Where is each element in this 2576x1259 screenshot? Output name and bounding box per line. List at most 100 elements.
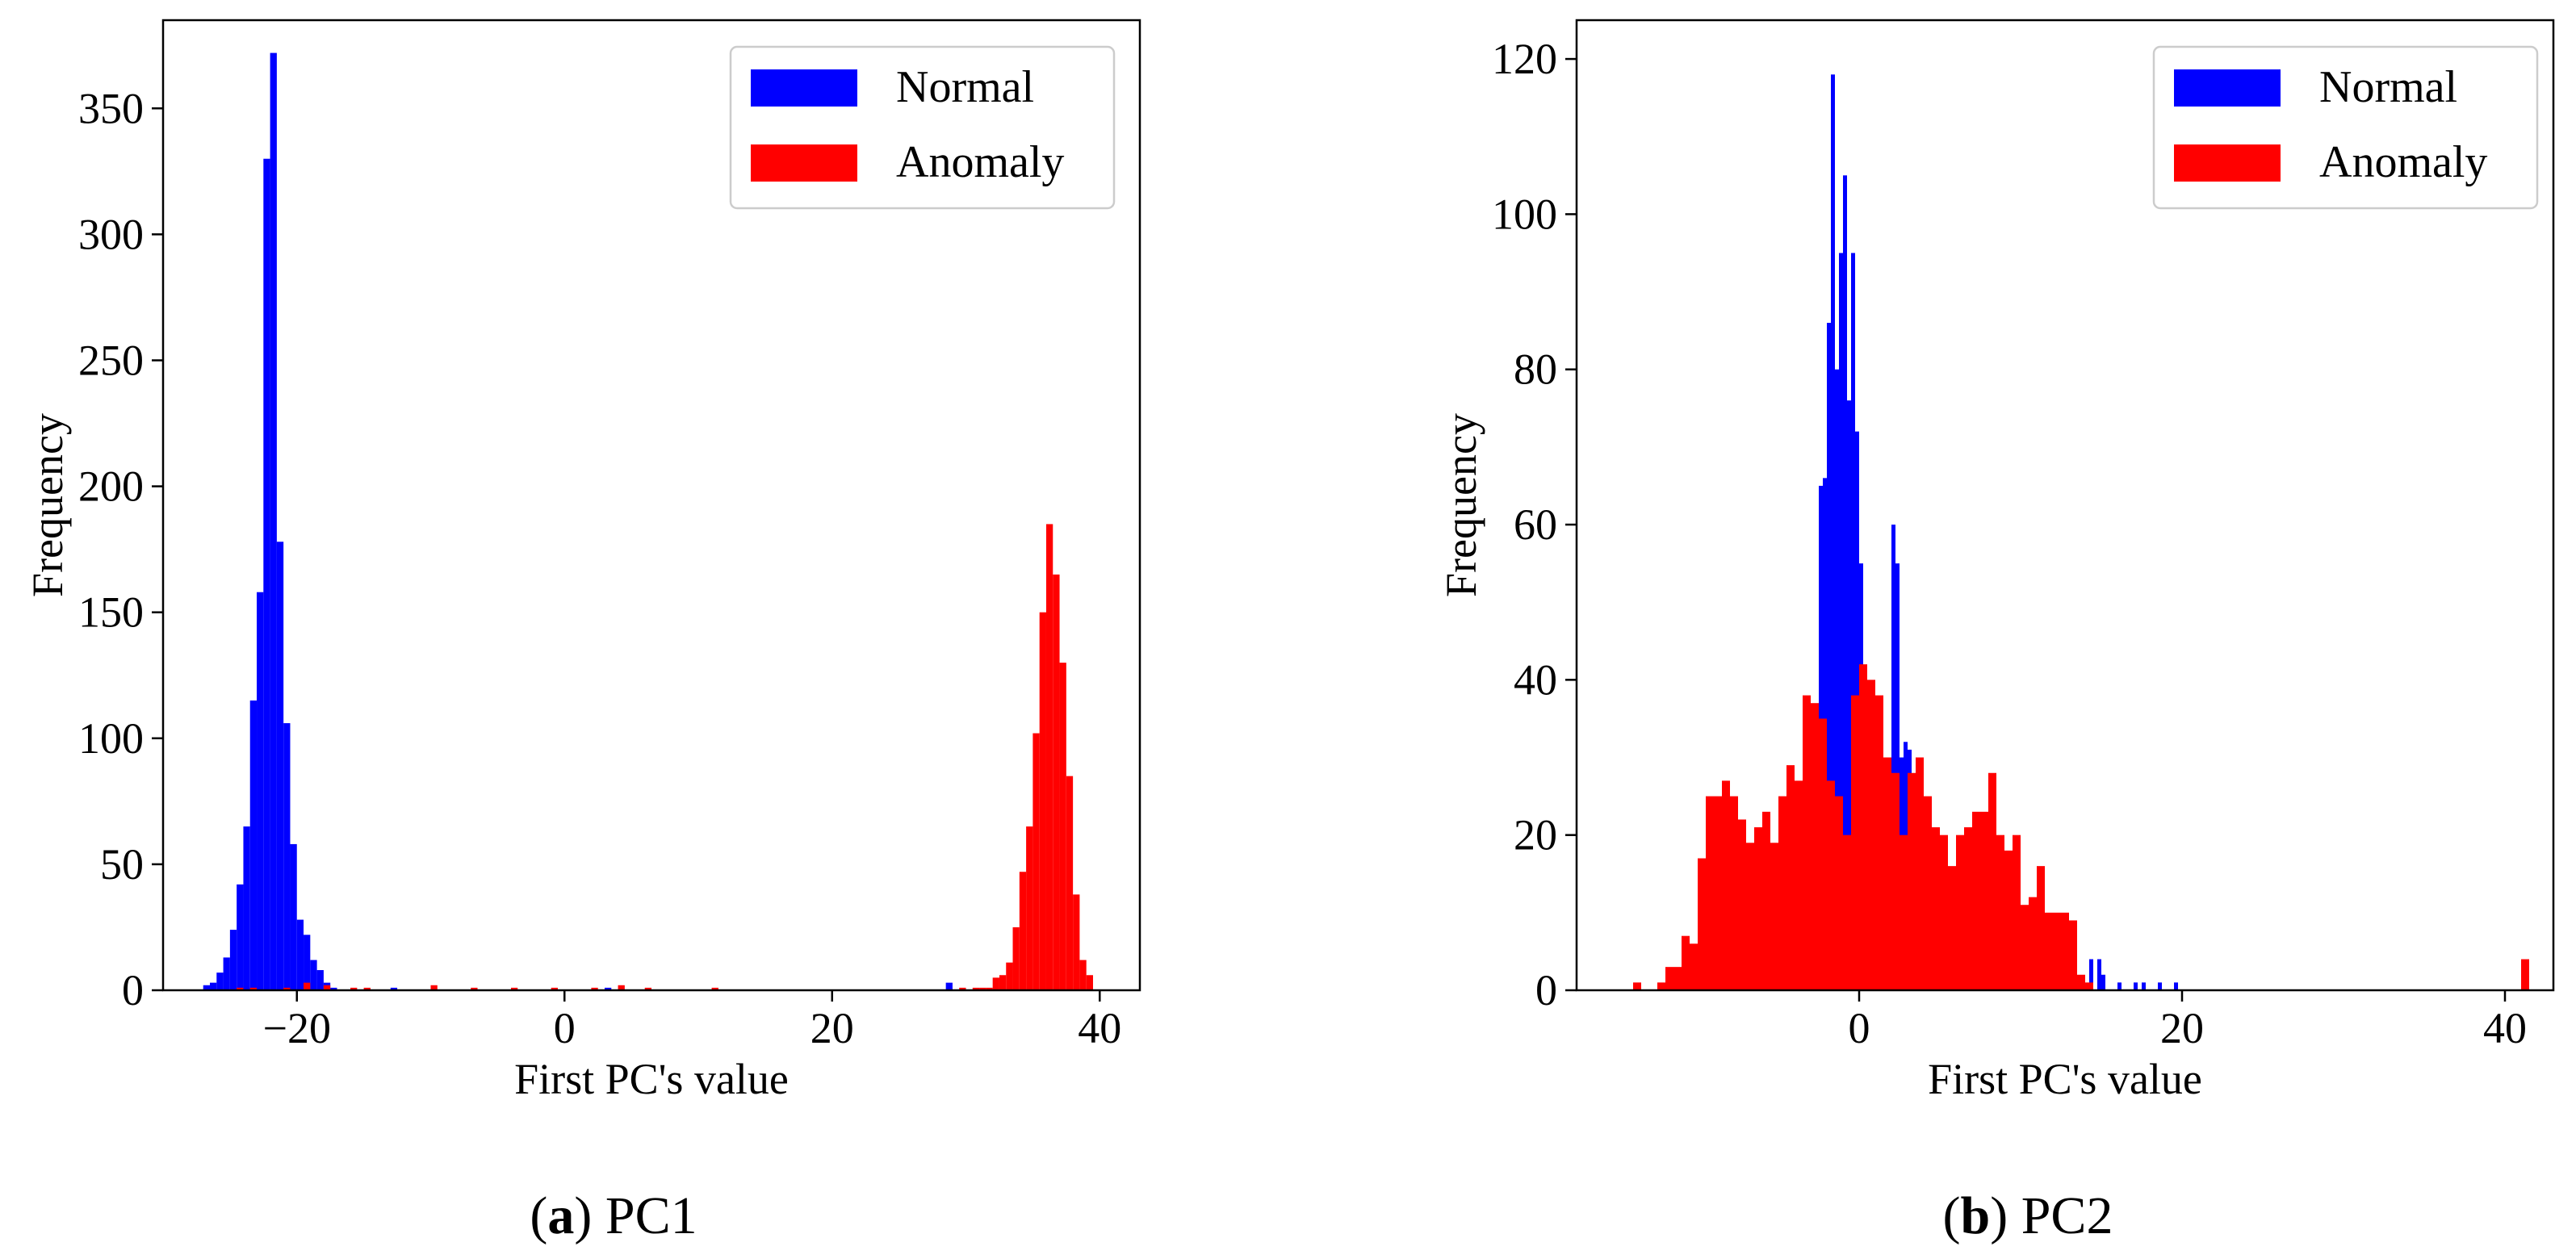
normal-bar — [216, 972, 224, 990]
panel-caption: (b) PC2 — [1943, 1186, 2113, 1245]
anomaly-bar — [1754, 827, 1762, 990]
normal-bar — [2134, 982, 2138, 990]
anomaly-bar — [1851, 695, 1859, 990]
legend-swatch-anomaly — [751, 144, 857, 182]
anomaly-bar — [283, 987, 291, 990]
anomaly-bar — [711, 987, 718, 990]
anomaly-bar — [1867, 680, 1875, 990]
caption-title: PC2 — [2021, 1186, 2113, 1245]
anomaly-bar — [1762, 811, 1770, 990]
y-axis-label: Frequency — [1437, 413, 1485, 597]
legend: Normal Anomaly — [729, 45, 1116, 210]
anomaly-bar — [2053, 912, 2061, 990]
normal-bar — [945, 982, 953, 990]
anomaly-bar — [1746, 843, 1754, 990]
anomaly-bar — [1066, 776, 1074, 990]
anomaly-bar — [1908, 772, 1916, 990]
caption-paren-close: ) — [1990, 1186, 2021, 1245]
y-tick-label: 100 — [78, 714, 144, 763]
legend: Normal Anomaly — [2152, 45, 2539, 210]
anomaly-bar — [1019, 872, 1027, 990]
anomaly-bar — [1059, 663, 1066, 990]
anomaly-bar — [1722, 780, 1730, 990]
x-tick-label: 40 — [2483, 1004, 2527, 1052]
legend-swatch-normal — [2174, 69, 2281, 107]
normal-bar — [2097, 959, 2101, 990]
normal-bar — [2117, 982, 2122, 990]
normal-bar — [1843, 175, 1847, 990]
anomaly-bar — [1770, 843, 1778, 990]
normal-bar — [2158, 982, 2162, 990]
anomaly-bar — [1039, 612, 1046, 990]
y-tick-label: 350 — [78, 84, 144, 132]
anomaly-bar — [1924, 796, 1932, 990]
normal-bar — [263, 158, 270, 991]
anomaly-bar — [1633, 982, 1641, 990]
series-anomaly — [237, 524, 1093, 990]
normal-bar — [276, 542, 284, 990]
anomaly-bar — [959, 987, 966, 990]
y-tick-label: 0 — [122, 966, 144, 1014]
anomaly-bar — [363, 987, 371, 990]
anomaly-bar — [237, 987, 244, 990]
normal-bar — [249, 700, 258, 990]
normal-bar — [1827, 323, 1831, 990]
caption-paren-open: ( — [1943, 1186, 1961, 1245]
normal-bar — [390, 987, 398, 990]
legend-swatch-normal — [751, 69, 857, 107]
anomaly-bar — [1996, 834, 2004, 990]
anomaly-bar — [350, 987, 358, 990]
normal-bar — [1847, 400, 1851, 991]
anomaly-bar — [1916, 757, 1924, 990]
anomaly-bar — [1665, 967, 1673, 990]
anomaly-bar — [644, 987, 651, 990]
x-tick-label: 20 — [810, 1004, 854, 1052]
anomaly-bar — [1835, 796, 1843, 990]
anomaly-bar — [2061, 912, 2069, 990]
anomaly-bar — [249, 987, 258, 990]
anomaly-bar — [1875, 695, 1883, 990]
anomaly-bar — [1006, 962, 1013, 990]
normal-bar — [2089, 959, 2093, 990]
normal-bar — [1839, 253, 1843, 991]
y-tick-label: 50 — [100, 840, 144, 889]
anomaly-bar — [1811, 703, 1819, 990]
normal-bar — [1835, 369, 1839, 991]
anomaly-bar — [1045, 524, 1053, 990]
normal-bar — [290, 843, 297, 990]
normal-bar — [2142, 982, 2146, 990]
anomaly-bar — [1012, 926, 1020, 990]
anomaly-bar — [1673, 967, 1682, 990]
y-tick-label: 250 — [78, 336, 144, 384]
anomaly-bar — [999, 975, 1007, 990]
x-tick-label: 40 — [1078, 1004, 1121, 1052]
y-tick-label: 150 — [78, 588, 144, 637]
normal-bar — [316, 970, 324, 990]
anomaly-bar — [304, 982, 311, 990]
anomaly-bar — [1053, 574, 1060, 990]
panel-caption: (a) PC1 — [530, 1186, 697, 1245]
panel-pc2: 0 20 40 0 20 40 60 80 100 120 First PC's value Freq… — [1437, 19, 2555, 1245]
normal-bar — [210, 982, 217, 990]
panel-pc1: −20 0 20 40 0 50 100 150 200 250 300 350 First PC's … — [23, 19, 1141, 1245]
legend-swatch-anomaly — [2174, 144, 2281, 182]
x-tick-label: −20 — [263, 1004, 331, 1052]
y-tick-label: 20 — [1514, 811, 1557, 860]
anomaly-bar — [1026, 826, 1033, 990]
y-tick-label: 60 — [1514, 500, 1557, 549]
anomaly-bar — [1827, 780, 1835, 990]
anomaly-bar — [1698, 858, 1706, 990]
caption-letter: b — [1961, 1186, 1991, 1245]
normal-bar — [283, 723, 291, 990]
y-tick-label: 0 — [1535, 966, 1557, 1014]
anomaly-bar — [992, 977, 999, 990]
x-axis-label: First PC's value — [514, 1055, 789, 1103]
x-tick-label: 0 — [1849, 1004, 1870, 1052]
anomaly-bar — [510, 987, 518, 990]
normal-bar — [304, 935, 311, 990]
anomaly-bar — [1964, 827, 1972, 990]
anomaly-bar — [1086, 975, 1093, 990]
normal-bar — [229, 930, 237, 990]
y-axis-label: Frequency — [23, 413, 72, 597]
